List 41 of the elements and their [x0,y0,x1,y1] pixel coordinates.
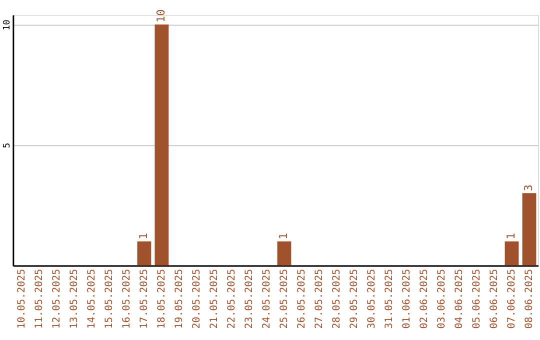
x-tick-label: 24.05.2025 [262,268,273,329]
x-tick-label: 04.06.2025 [454,268,466,329]
x-tick-label: 15.05.2025 [104,268,116,329]
x-tick-label: 25.05.2025 [279,268,290,329]
bar [137,241,152,266]
x-tick-label: 02.06.2025 [419,268,430,329]
x-tick-label: 27.05.2025 [314,268,326,329]
data-label: 1 [504,232,518,240]
x-tick-label: 16.05.2025 [122,268,133,329]
x-tick-label: 22.05.2025 [226,268,238,329]
x-tick-label: 26.05.2025 [296,268,308,329]
x-tick-label: 20.05.2025 [192,268,203,329]
y-tick-label: 5 [2,142,12,148]
x-tick-label: 19.05.2025 [174,268,186,329]
data-label: 10 [154,9,168,22]
bar [154,24,169,266]
x-tick-label: 01.06.2025 [402,268,413,329]
x-tick-label: 29.05.2025 [349,268,360,329]
x-tick-label: 11.05.2025 [34,268,46,329]
x-tick-label: 21.05.2025 [209,268,220,329]
bar [277,241,292,266]
bar [522,193,536,266]
data-label: 1 [277,232,290,240]
x-tick-label: 30.05.2025 [366,268,378,329]
x-tick-label: 03.06.2025 [436,268,448,329]
data-label: 1 [137,232,150,240]
x-tick-label: 17.05.2025 [139,268,150,329]
x-tick-label: 05.06.2025 [472,268,483,329]
data-label: 3 [522,184,536,192]
x-tick-label: 18.05.2025 [156,268,168,329]
x-tick-label: 14.05.2025 [86,268,98,329]
x-tick-label: 13.05.2025 [69,268,80,329]
x-tick-label: 31.05.2025 [384,268,396,329]
x-tick-label: 08.06.2025 [524,268,536,329]
x-tick-label: 10.05.2025 [16,268,28,329]
x-tick-label: 12.05.2025 [52,268,63,329]
x-tick-label: 28.05.2025 [332,268,343,329]
bar [504,241,519,266]
x-tick-label: 23.05.2025 [244,268,256,329]
x-tick-label: 06.06.2025 [489,268,500,329]
x-tick-label: 07.06.2025 [506,268,518,329]
